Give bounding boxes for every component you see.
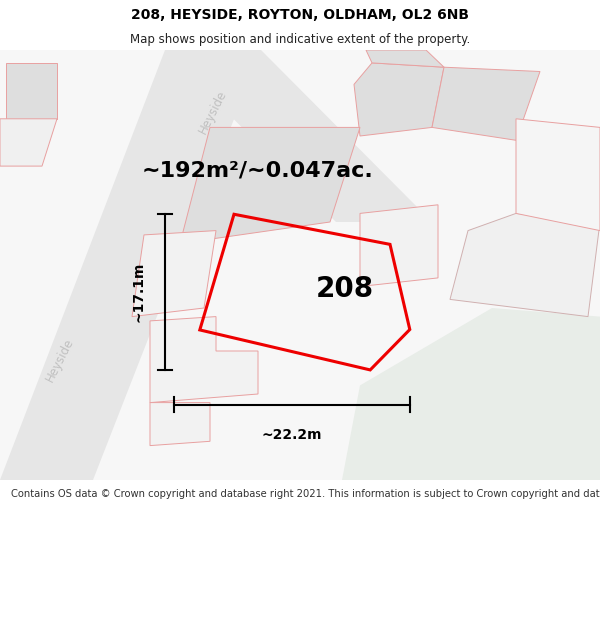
Polygon shape — [450, 213, 600, 317]
Polygon shape — [366, 50, 444, 68]
Text: ~192m²/~0.047ac.: ~192m²/~0.047ac. — [142, 161, 374, 181]
Polygon shape — [150, 402, 210, 446]
Text: 208, HEYSIDE, ROYTON, OLDHAM, OL2 6NB: 208, HEYSIDE, ROYTON, OLDHAM, OL2 6NB — [131, 8, 469, 22]
Text: ~17.1m: ~17.1m — [131, 262, 145, 322]
Text: Map shows position and indicative extent of the property.: Map shows position and indicative extent… — [130, 34, 470, 46]
Polygon shape — [132, 231, 216, 317]
Polygon shape — [0, 119, 57, 166]
Polygon shape — [150, 317, 258, 402]
Polygon shape — [432, 68, 540, 140]
Polygon shape — [354, 63, 444, 136]
Text: Heyside: Heyside — [43, 336, 77, 384]
Polygon shape — [165, 50, 432, 222]
Text: ~22.2m: ~22.2m — [262, 428, 322, 442]
Text: Heyside: Heyside — [196, 88, 230, 136]
Polygon shape — [180, 127, 360, 244]
Polygon shape — [516, 119, 600, 231]
Polygon shape — [0, 50, 261, 480]
Polygon shape — [6, 63, 57, 119]
Text: Contains OS data © Crown copyright and database right 2021. This information is : Contains OS data © Crown copyright and d… — [11, 489, 600, 499]
Polygon shape — [360, 205, 438, 286]
Polygon shape — [342, 308, 600, 480]
Text: 208: 208 — [316, 275, 374, 303]
